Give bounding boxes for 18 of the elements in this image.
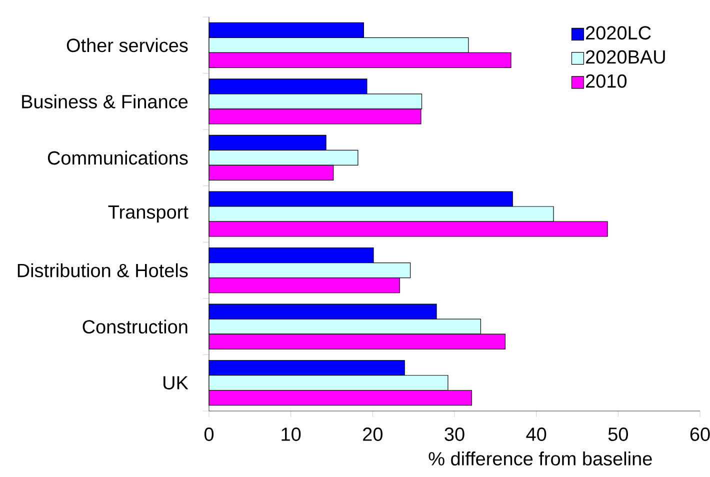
x-tick-label: 60 [690,428,710,441]
x-tick-label: 20 [363,428,382,441]
legend-label: 2010 [586,74,627,88]
y-tick-label: UK [164,376,188,390]
x-tick-label: 30 [444,428,464,441]
legend-label: 2020BAU [586,50,665,64]
y-tick-label: Construction [82,320,188,334]
x-tick-label: 0 [204,428,214,441]
x-tick-label: 40 [526,428,546,441]
x-axis-title: % difference from baseline [428,452,652,466]
x-tick-label: 10 [282,428,301,441]
y-tick-label: Communications [48,150,188,165]
y-tick-label: Other services [66,38,188,52]
legend-label: 2020LC [586,26,651,40]
x-tick-label: 50 [608,428,628,441]
y-tick-label: Distribution & Hotels [18,263,188,278]
y-tick-label: Transport [108,205,188,223]
y-tick-label: Business & Finance [22,94,188,108]
